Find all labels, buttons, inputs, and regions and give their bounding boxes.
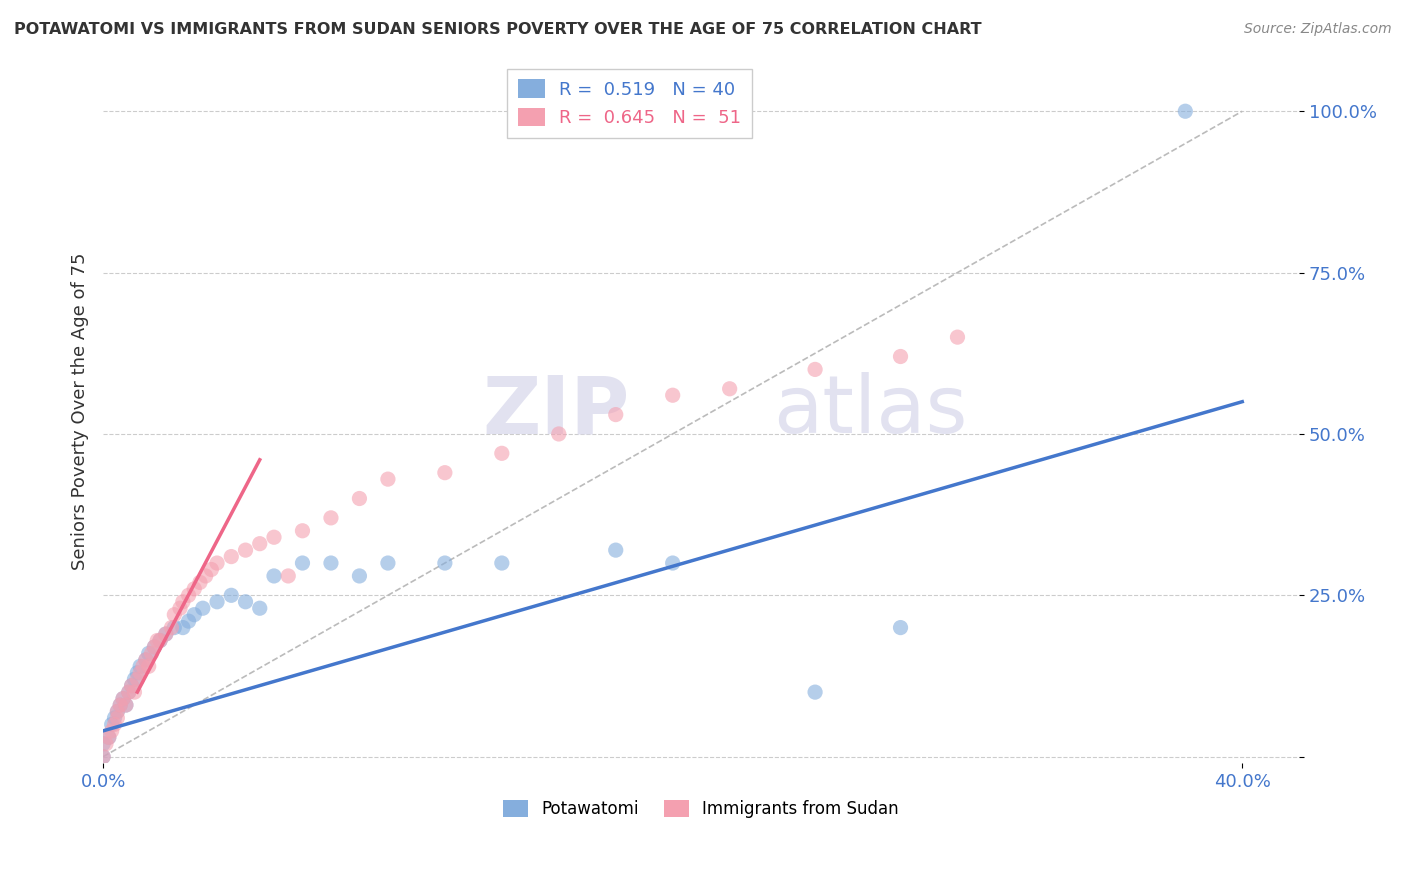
Point — [263, 530, 285, 544]
Point — [149, 633, 172, 648]
Point — [433, 466, 456, 480]
Point — [377, 556, 399, 570]
Point — [219, 588, 242, 602]
Point — [141, 647, 163, 661]
Point — [91, 737, 114, 751]
Point — [105, 711, 128, 725]
Point — [200, 562, 222, 576]
Point — [115, 698, 138, 712]
Point — [718, 382, 741, 396]
Point — [319, 556, 342, 570]
Point — [129, 659, 152, 673]
Point — [155, 627, 177, 641]
Point — [121, 679, 143, 693]
Point — [177, 614, 200, 628]
Point — [172, 595, 194, 609]
Point — [205, 556, 228, 570]
Point — [235, 595, 257, 609]
Point — [135, 653, 157, 667]
Point — [291, 524, 314, 538]
Point — [235, 543, 257, 558]
Point — [112, 691, 135, 706]
Point — [100, 723, 122, 738]
Point — [1174, 104, 1197, 119]
Point — [277, 569, 299, 583]
Legend: Potawatomi, Immigrants from Sudan: Potawatomi, Immigrants from Sudan — [496, 794, 905, 825]
Point — [103, 711, 125, 725]
Point — [889, 350, 911, 364]
Point — [135, 653, 157, 667]
Point — [112, 691, 135, 706]
Point — [491, 446, 513, 460]
Point — [605, 543, 627, 558]
Point — [100, 717, 122, 731]
Point — [183, 582, 205, 596]
Point — [205, 595, 228, 609]
Point — [249, 537, 271, 551]
Point — [94, 737, 117, 751]
Point — [143, 640, 166, 654]
Point — [188, 575, 211, 590]
Point — [138, 659, 160, 673]
Point — [124, 685, 146, 699]
Point — [177, 588, 200, 602]
Point — [219, 549, 242, 564]
Point — [349, 491, 371, 506]
Point — [377, 472, 399, 486]
Point — [804, 362, 827, 376]
Point — [263, 569, 285, 583]
Point — [149, 633, 172, 648]
Point — [163, 621, 186, 635]
Y-axis label: Seniors Poverty Over the Age of 75: Seniors Poverty Over the Age of 75 — [72, 252, 89, 570]
Point — [291, 556, 314, 570]
Point — [105, 705, 128, 719]
Point — [172, 621, 194, 635]
Point — [319, 511, 342, 525]
Point — [183, 607, 205, 622]
Point — [97, 731, 120, 745]
Point — [349, 569, 371, 583]
Point — [118, 685, 141, 699]
Point — [491, 556, 513, 570]
Point — [110, 698, 132, 712]
Point — [121, 679, 143, 693]
Point — [127, 672, 149, 686]
Point — [946, 330, 969, 344]
Text: Source: ZipAtlas.com: Source: ZipAtlas.com — [1244, 22, 1392, 37]
Point — [103, 717, 125, 731]
Point — [433, 556, 456, 570]
Point — [194, 569, 217, 583]
Point — [97, 731, 120, 745]
Point — [129, 665, 152, 680]
Text: POTAWATOMI VS IMMIGRANTS FROM SUDAN SENIORS POVERTY OVER THE AGE OF 75 CORRELATI: POTAWATOMI VS IMMIGRANTS FROM SUDAN SENI… — [14, 22, 981, 37]
Point — [249, 601, 271, 615]
Point — [146, 633, 169, 648]
Point — [169, 601, 191, 615]
Point — [124, 672, 146, 686]
Point — [138, 647, 160, 661]
Text: atlas: atlas — [773, 372, 967, 450]
Point — [163, 607, 186, 622]
Point — [661, 556, 683, 570]
Point — [115, 698, 138, 712]
Point — [132, 659, 155, 673]
Point — [661, 388, 683, 402]
Point — [605, 408, 627, 422]
Point — [110, 698, 132, 712]
Point — [889, 621, 911, 635]
Point — [155, 627, 177, 641]
Point — [105, 705, 128, 719]
Point — [804, 685, 827, 699]
Point — [91, 749, 114, 764]
Point — [160, 621, 183, 635]
Point — [547, 426, 569, 441]
Point — [143, 640, 166, 654]
Point — [191, 601, 214, 615]
Point — [91, 749, 114, 764]
Point — [118, 685, 141, 699]
Point — [127, 665, 149, 680]
Text: ZIP: ZIP — [482, 372, 630, 450]
